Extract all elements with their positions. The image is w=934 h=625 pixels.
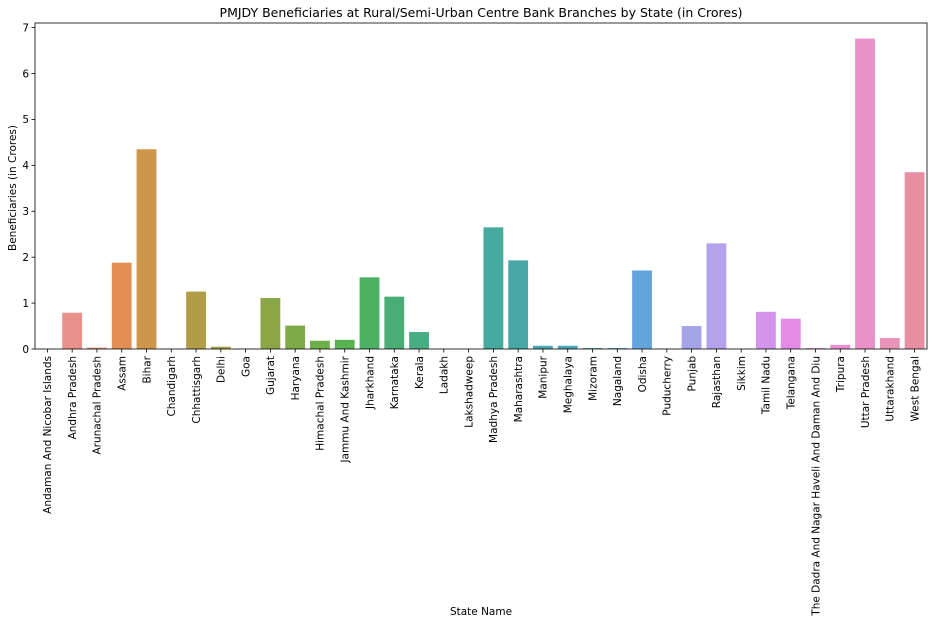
x-tick-label: Gujarat xyxy=(265,356,277,395)
y-axis-label: Beneficiaries (in Crores) xyxy=(7,125,19,251)
bar xyxy=(706,243,727,349)
bar xyxy=(310,340,330,349)
bar xyxy=(805,348,826,349)
bar xyxy=(533,345,553,349)
bar xyxy=(780,318,801,349)
bar xyxy=(830,344,851,349)
x-tick-label: The Dadra And Nagar Haveli And Daman And… xyxy=(810,356,822,617)
plot-frame xyxy=(34,22,928,350)
y-tick-label: 2 xyxy=(22,252,29,264)
bar xyxy=(334,339,355,349)
x-axis-label: State Name xyxy=(450,606,512,618)
x-tick-label: Haryana xyxy=(290,356,302,400)
x-tick-label: Lakshadweep xyxy=(463,356,475,428)
x-tick-label: Assam xyxy=(117,356,129,391)
bar xyxy=(136,149,157,349)
bars-group xyxy=(37,38,925,350)
x-tick-label: Himachal Pradesh xyxy=(315,356,327,451)
x-tick-label: Puducherry xyxy=(662,356,674,416)
x-tick-label: Rajasthan xyxy=(711,356,723,408)
bar xyxy=(582,348,603,349)
x-tick-label: Bihar xyxy=(141,355,153,383)
bar xyxy=(607,348,628,349)
x-tick-label: Chhattisgarh xyxy=(191,356,203,424)
bar xyxy=(186,291,206,349)
x-tick-label: Tamil Nadu xyxy=(761,356,773,415)
x-tick-label: Sikkim xyxy=(736,356,748,391)
chart-title: PMJDY Beneficiaries at Rural/Semi-Urban … xyxy=(220,5,743,20)
x-tick-label: Andaman And Nicobar Islands xyxy=(42,356,54,514)
bar xyxy=(111,262,132,349)
x-tick-label: Uttar Pradesh xyxy=(860,356,872,428)
bar xyxy=(508,260,529,349)
bar xyxy=(359,277,380,349)
y-tick-label: 1 xyxy=(22,298,29,310)
x-tick-label: Mizoram xyxy=(587,356,599,401)
x-tick-label: Telangana xyxy=(786,356,798,410)
x-tick-label: Delhi xyxy=(216,356,228,383)
y-tick-label: 6 xyxy=(22,68,29,80)
x-tick-label: Manipur xyxy=(538,355,550,398)
y-tick-label: 0 xyxy=(22,344,29,356)
x-tick-label: Madhya Pradesh xyxy=(488,356,500,443)
bar xyxy=(62,312,83,349)
x-tick-label: Goa xyxy=(240,356,252,377)
x-tick-label: Andhra Pradesh xyxy=(67,356,79,439)
bar xyxy=(285,325,306,349)
x-tick-label: Tripura xyxy=(835,356,847,393)
x-tick-label: Uttarakhand xyxy=(885,356,897,422)
x-tick-label: Ladakh xyxy=(439,356,451,394)
bar xyxy=(756,311,776,349)
x-tick-label: Maharashtra xyxy=(513,356,525,422)
bar xyxy=(384,296,405,349)
bar xyxy=(409,332,429,349)
y-tick-label: 3 xyxy=(22,206,29,218)
x-tick-label: Arunachal Pradesh xyxy=(92,356,104,455)
x-tick-label: Chandigarh xyxy=(166,356,178,417)
bar xyxy=(904,172,925,349)
x-tick-label: Jammu And Kashmir xyxy=(340,355,352,463)
bar xyxy=(681,326,702,349)
x-tick-label: Jharkhand xyxy=(364,356,376,410)
x-tick-label: Karnataka xyxy=(389,356,401,409)
x-tick-label: West Bengal xyxy=(909,356,921,422)
x-tick-label: Punjab xyxy=(686,356,698,392)
x-tick-label: Meghalaya xyxy=(563,356,575,413)
y-axis-ticks: 0 1 2 3 4 5 6 7 xyxy=(22,22,35,356)
y-tick-label: 7 xyxy=(22,22,29,34)
y-tick-label: 4 xyxy=(22,160,29,172)
x-tick-label: Odisha xyxy=(637,356,649,392)
bar xyxy=(260,298,281,349)
bar xyxy=(855,38,875,350)
x-axis-ticks: Andaman And Nicobar Islands Andhra Prades… xyxy=(42,349,921,617)
x-tick-label: Nagaland xyxy=(612,356,624,406)
bar xyxy=(483,227,504,349)
bar xyxy=(87,347,107,349)
bar xyxy=(879,337,900,349)
bar xyxy=(632,270,652,349)
x-tick-label: Kerala xyxy=(414,356,426,389)
y-tick-label: 5 xyxy=(22,114,29,126)
bar xyxy=(210,346,231,349)
bar xyxy=(557,345,578,349)
